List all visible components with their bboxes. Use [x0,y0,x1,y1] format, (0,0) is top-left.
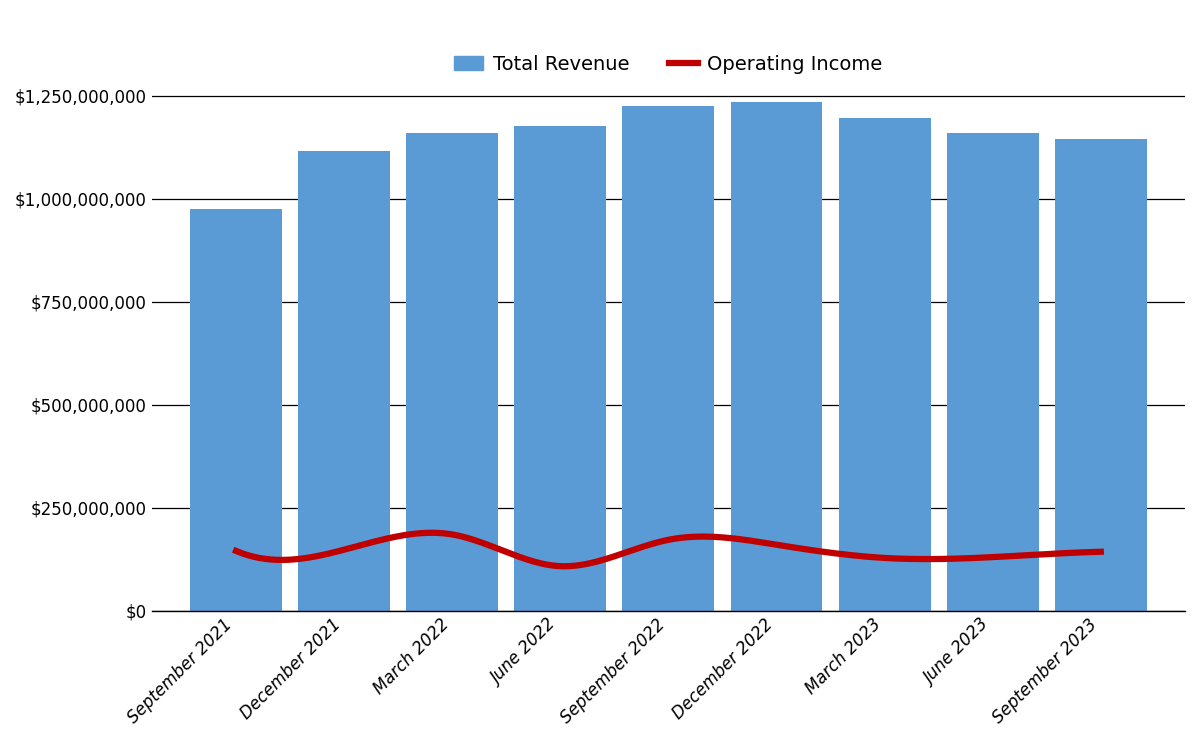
Bar [731,102,822,611]
Bar [839,118,930,611]
Bar [1055,139,1147,611]
Bar [299,151,390,611]
Bar [190,209,282,611]
Legend: Total Revenue, Operating Income: Total Revenue, Operating Income [446,47,890,82]
Bar [623,106,714,611]
Bar [515,126,606,611]
Bar [947,133,1039,611]
Bar [407,133,498,611]
